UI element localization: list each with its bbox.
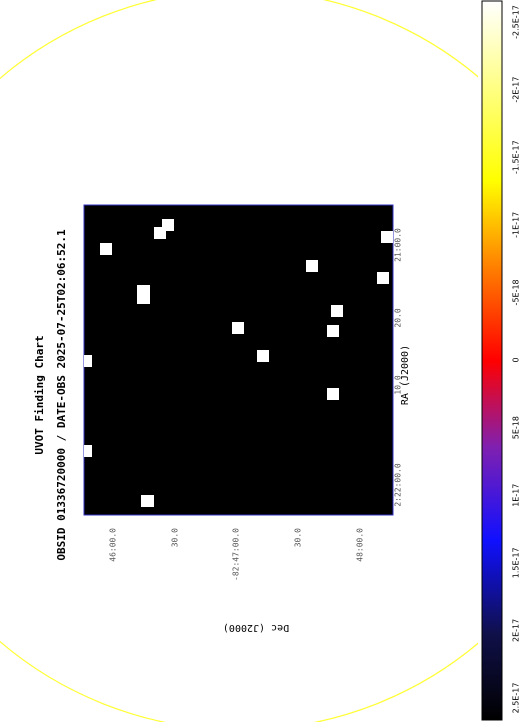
source [100, 243, 112, 255]
sources [84, 219, 393, 507]
dec-tick-label: 30.0 [171, 528, 180, 547]
x-axis-label: RA (J2000) [400, 345, 411, 405]
colorbar-tick-label: 2E-17 [512, 619, 521, 642]
colorbar-tick-label: 1.5E-17 [512, 547, 521, 578]
source [141, 495, 154, 507]
source [84, 355, 92, 367]
colorbar-tick-label: 0 [512, 357, 521, 362]
title: UVOT Finding Chart [33, 335, 46, 454]
source [162, 219, 174, 231]
source [84, 445, 92, 457]
ra-tick-label: 10.0 [394, 375, 403, 394]
source [137, 285, 150, 304]
source [306, 260, 318, 272]
source [232, 322, 244, 334]
source [257, 350, 269, 362]
sky-image [83, 204, 394, 516]
source [327, 388, 339, 400]
colorbar-tick-label: -2E-17 [512, 77, 521, 103]
colorbar-tick-label: -1.5E-17 [512, 140, 521, 174]
source [327, 325, 339, 337]
dec-tick-label: 48:00.0 [356, 528, 365, 562]
colorbar-tick-label: 2.5E-17 [512, 683, 521, 714]
source [377, 272, 389, 284]
ra-tick-label: 21:00.0 [394, 228, 403, 262]
dec-tick-label: 46:00.0 [109, 528, 118, 562]
dec-tick-label: -82:47:00.0 [232, 528, 241, 581]
subtitle: OBSID 01336720000 / DATE-OBS 2025-07-25T… [55, 229, 68, 561]
source [331, 305, 343, 317]
colorbar-tick-label: 1E-17 [512, 484, 521, 507]
source [381, 231, 393, 243]
colorbar [481, 0, 503, 721]
ra-tick-label: 2:22:00.0 [394, 463, 403, 507]
colorbar-tick-label: -2.5E-17 [512, 5, 521, 39]
y-axis-label: Dec (J2000) [223, 622, 289, 633]
colorbar-tick-label: -5E-18 [512, 279, 521, 305]
colorbar-tick-label: 5E-18 [512, 416, 521, 439]
ra-tick-label: 20.0 [394, 308, 403, 327]
colorbar-tick-label: -1E-17 [512, 212, 521, 238]
dec-tick-label: 30.0 [294, 528, 303, 547]
